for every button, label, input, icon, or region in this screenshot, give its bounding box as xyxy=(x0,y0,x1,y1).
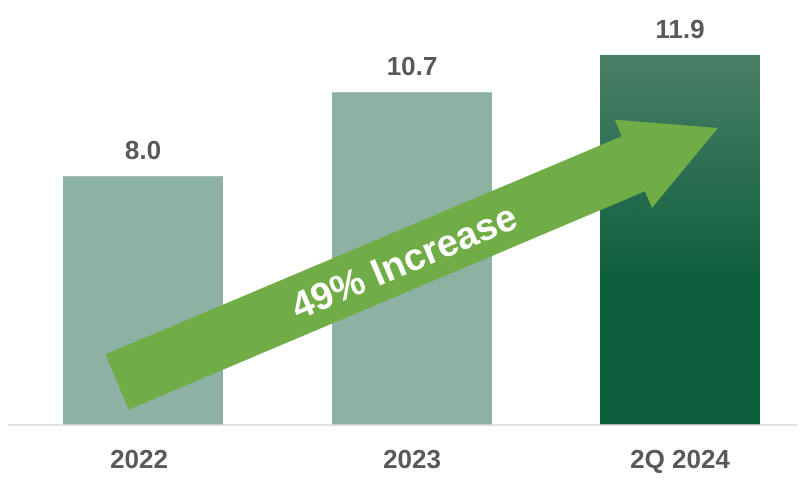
category-label: 2022 xyxy=(110,444,168,474)
category-labels: 2022 2023 2Q 2024 xyxy=(110,444,730,474)
category-label: 2023 xyxy=(383,444,441,474)
data-label: 8.0 xyxy=(125,135,161,165)
increase-arrow xyxy=(105,119,719,410)
data-label: 11.9 xyxy=(655,14,704,44)
bar-2q-2024 xyxy=(600,54,760,425)
data-label: 10.7 xyxy=(387,51,438,81)
category-label: 2Q 2024 xyxy=(630,444,730,474)
data-labels: 8.0 10.7 11.9 xyxy=(125,14,705,165)
